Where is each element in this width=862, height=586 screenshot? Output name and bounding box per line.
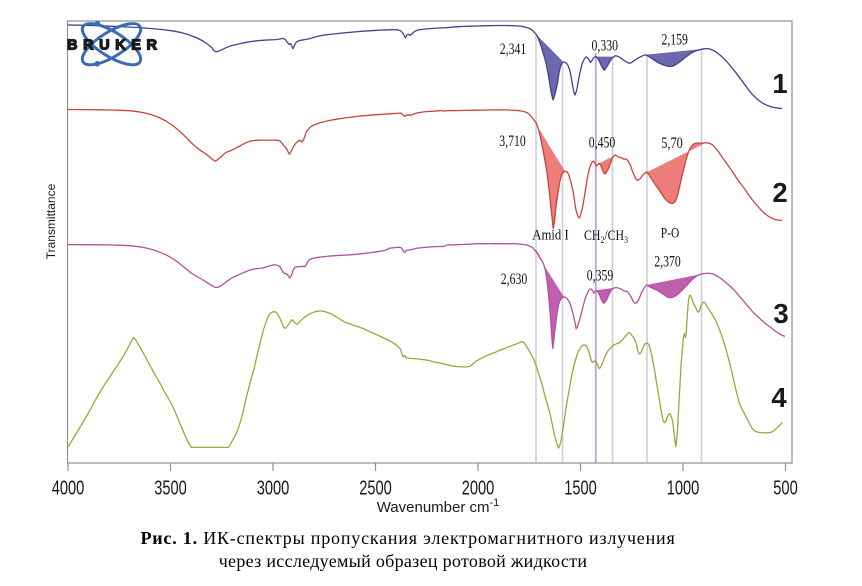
svg-text:3000: 3000 [257, 478, 290, 500]
svg-text:2,630: 2,630 [501, 271, 528, 288]
svg-text:1000: 1000 [667, 478, 700, 500]
svg-text:Amid I: Amid I [532, 228, 569, 244]
svg-text:4000: 4000 [52, 478, 85, 500]
svg-text:4: 4 [771, 382, 787, 413]
svg-text:5,70: 5,70 [661, 135, 683, 152]
svg-text:2: 2 [772, 177, 787, 208]
svg-text:Wavenumber cm-1: Wavenumber cm-1 [377, 497, 500, 516]
svg-text:0,450: 0,450 [589, 135, 616, 152]
svg-text:3500: 3500 [154, 478, 187, 500]
svg-text:Рис. 1. ИК-спектры пропускания: Рис. 1. ИК-спектры пропускания электрома… [140, 528, 675, 548]
svg-text:1500: 1500 [564, 478, 597, 500]
svg-text:через исследуемый образец рото: через исследуемый образец ротовой жидкос… [219, 551, 588, 571]
svg-text:2,159: 2,159 [661, 31, 688, 48]
svg-text:0,359: 0,359 [587, 267, 614, 284]
svg-text:3: 3 [773, 298, 788, 329]
svg-text:2000: 2000 [462, 478, 495, 500]
svg-text:2500: 2500 [359, 478, 392, 500]
svg-text:Transmittance: Transmittance [44, 183, 58, 259]
svg-text:500: 500 [773, 478, 798, 500]
svg-text:2,341: 2,341 [500, 41, 527, 58]
svg-text:P-O: P-O [661, 226, 680, 242]
svg-text:3,710: 3,710 [499, 133, 526, 150]
svg-text:2,370: 2,370 [654, 254, 681, 271]
svg-text:0,330: 0,330 [592, 38, 619, 55]
svg-text:CH2/CH3: CH2/CH3 [584, 228, 628, 246]
svg-text:1: 1 [772, 68, 787, 99]
svg-text:BRUKER: BRUKER [67, 37, 163, 53]
